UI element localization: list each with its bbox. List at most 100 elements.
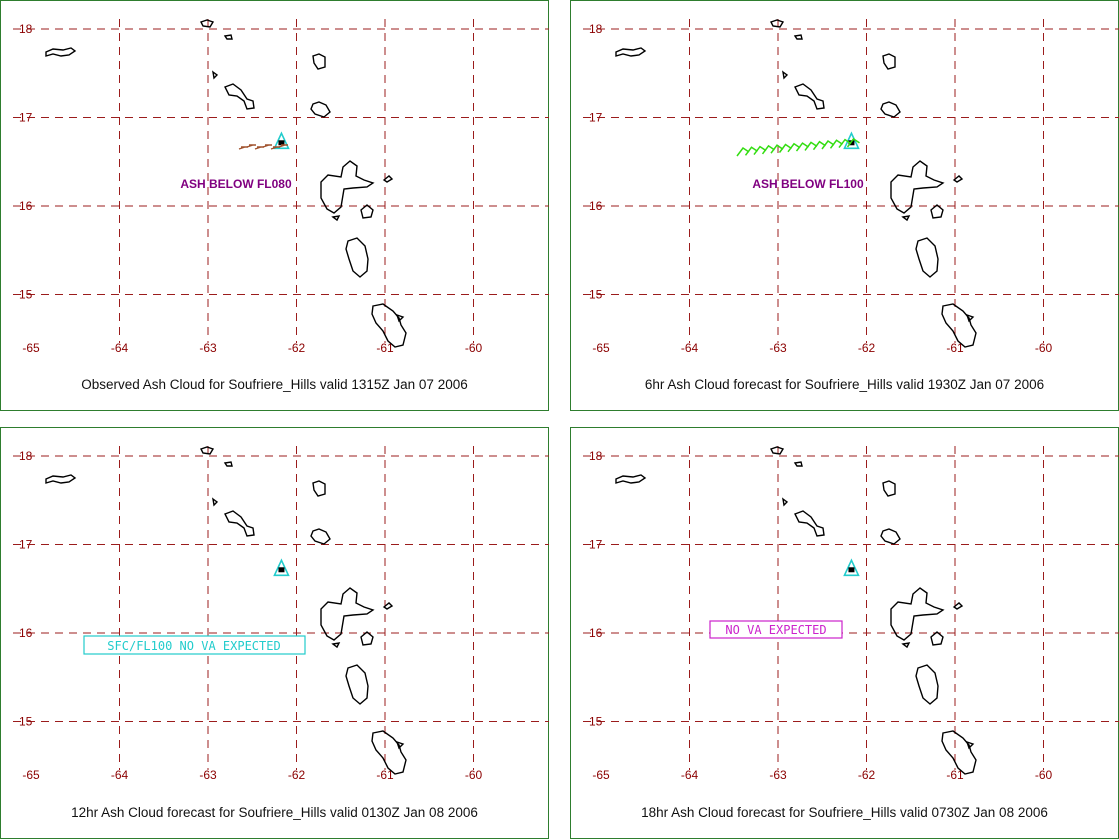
lon-tick-label: -62 — [288, 341, 306, 355]
volcano-icon — [273, 131, 290, 150]
island-coastline — [770, 446, 785, 455]
island-coastline — [941, 303, 977, 348]
ash-hatch-mark — [821, 139, 835, 150]
island-coastline — [45, 474, 77, 484]
island-coastline — [224, 83, 255, 110]
island-coastline — [615, 47, 647, 57]
lat-tick-label: 18 — [19, 22, 33, 36]
lon-tick-label: -64 — [111, 768, 129, 782]
island-coastline — [371, 730, 407, 775]
island-coastline — [930, 631, 944, 646]
island-coastline — [915, 664, 939, 705]
ash-hatch-mark — [736, 146, 750, 157]
graticule: -65 -64 -63 -62 -61 -60 18 17 16 15 — [13, 446, 549, 782]
lat-tick-label: 18 — [589, 22, 603, 36]
island-coastline — [310, 528, 331, 545]
no-va-expected-label: SFC/FL100 NO VA EXPECTED — [107, 639, 280, 653]
ash-hatch-mark — [778, 143, 792, 153]
panel-caption: 6hr Ash Cloud forecast for Soufriere_Hil… — [644, 377, 1045, 392]
ash-hatch-mark — [770, 144, 784, 154]
island-coastline — [200, 19, 215, 28]
annotation-box — [709, 620, 843, 639]
volcano-icon — [273, 558, 290, 577]
volcano-icon — [843, 558, 860, 577]
island-coastline — [794, 510, 825, 537]
lon-tick-label: -63 — [769, 341, 787, 355]
map-canvas: -65 -64 -63 -62 -61 -60 18 17 16 15 ASH BELOW FL08… — [13, 19, 549, 355]
lon-tick-label: -62 — [288, 768, 306, 782]
map-panel-observed: -65 -64 -63 -62 -61 -60 18 17 16 15 ASH BELOW FL08… — [0, 0, 549, 411]
island-coastline — [223, 461, 233, 467]
island-coastline — [382, 175, 394, 183]
ash-cloud-area — [238, 144, 288, 150]
lat-tick-label: 16 — [19, 626, 33, 640]
island-coastline — [882, 480, 896, 497]
annotation-box — [83, 635, 306, 655]
lon-tick-label: -60 — [1035, 768, 1053, 782]
lat-tick-label: 15 — [19, 715, 33, 729]
volcano-vent-icon — [278, 567, 285, 573]
no-va-expected-box: SFC/FL100 NO VA EXPECTED — [83, 635, 306, 655]
island-coastline — [331, 215, 341, 222]
island-coastline — [320, 160, 375, 214]
ash-hatch-mark — [238, 146, 248, 150]
island-coastline — [360, 631, 374, 646]
lon-tick-label: -61 — [376, 768, 394, 782]
ash-hatch-mark — [278, 144, 288, 148]
coastlines — [45, 446, 407, 775]
no-va-expected-label: NO VA EXPECTED — [725, 623, 826, 637]
panel-caption: 12hr Ash Cloud forecast for Soufriere_Hi… — [71, 805, 478, 820]
volcano-vent-icon — [848, 567, 855, 573]
lat-tick-label: 17 — [589, 111, 603, 125]
lat-tick-label: 15 — [19, 288, 33, 302]
lon-tick-label: -62 — [858, 768, 876, 782]
ash-hatch-mark — [254, 146, 264, 150]
lon-tick-label: -64 — [681, 341, 699, 355]
map-canvas: -65 -64 -63 -62 -61 -60 18 17 16 15 ASH BELOW FL10… — [583, 19, 1119, 355]
island-coastline — [395, 740, 405, 750]
map-panel-6hr-forecast: -65 -64 -63 -62 -61 -60 18 17 16 15 ASH BELOW FL10… — [570, 0, 1119, 411]
island-coastline — [793, 461, 803, 467]
graticule: -65 -64 -63 -62 -61 -60 18 17 16 15 — [583, 19, 1119, 355]
panel-caption: 18hr Ash Cloud forecast for Soufriere_Hi… — [641, 805, 1048, 820]
island-coastline — [345, 237, 369, 278]
ash-hatch-mark — [829, 139, 843, 149]
lat-tick-label: 18 — [589, 449, 603, 463]
lat-tick-label: 17 — [19, 111, 33, 125]
island-coastline — [952, 175, 964, 183]
ash-hatch-mark — [753, 145, 767, 156]
ash-hatch-mark — [262, 144, 272, 148]
lon-tick-label: -60 — [465, 341, 483, 355]
coastlines — [45, 19, 407, 348]
island-coastline — [360, 204, 374, 219]
island-coastline — [880, 101, 901, 118]
island-coastline — [890, 160, 945, 214]
island-coastline — [312, 480, 326, 497]
lat-tick-label: 18 — [19, 449, 33, 463]
lat-tick-label: 15 — [589, 288, 603, 302]
map-panel-12hr-forecast: -65 -64 -63 -62 -61 -60 18 17 16 15 SFC/FL100 NO V… — [0, 427, 549, 839]
lon-tick-label: -60 — [465, 768, 483, 782]
island-coastline — [794, 83, 825, 110]
island-coastline — [930, 204, 944, 219]
ash-hatch-mark — [846, 137, 860, 148]
island-coastline — [45, 47, 77, 57]
island-coastline — [320, 587, 375, 641]
lon-tick-label: -61 — [946, 768, 964, 782]
ash-hatch-mark — [812, 140, 826, 151]
lat-tick-label: 16 — [19, 199, 33, 213]
ash-hatch-mark — [804, 141, 818, 151]
island-coastline — [915, 237, 939, 278]
lat-tick-label: 15 — [589, 715, 603, 729]
island-coastline — [901, 215, 911, 222]
lat-tick-label: 17 — [19, 538, 33, 552]
island-coastline — [890, 587, 945, 641]
island-coastline — [382, 602, 394, 610]
island-coastline — [371, 303, 407, 348]
lon-tick-label: -64 — [681, 768, 699, 782]
ash-height-label: ASH BELOW FL100 — [752, 177, 864, 191]
island-coastline — [782, 70, 789, 80]
graticule: -65 -64 -63 -62 -61 -60 18 17 16 15 — [13, 19, 549, 355]
lon-tick-label: -61 — [946, 341, 964, 355]
island-coastline — [882, 53, 896, 70]
